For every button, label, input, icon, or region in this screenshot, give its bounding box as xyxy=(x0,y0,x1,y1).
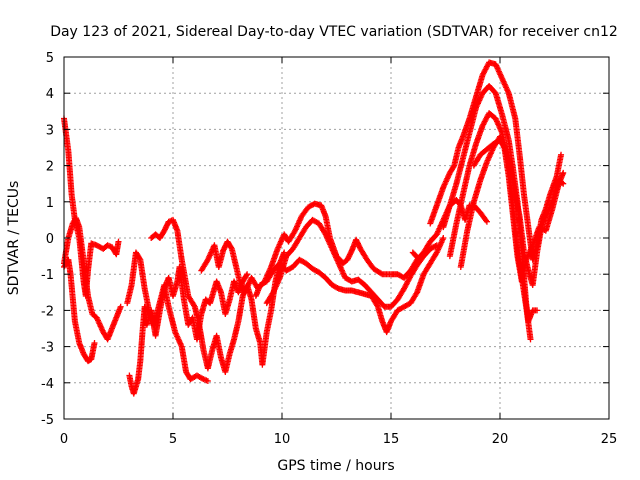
data-point xyxy=(527,336,534,343)
x-tick-label: 20 xyxy=(492,432,509,447)
data-point xyxy=(559,179,566,186)
y-tick-label: -2 xyxy=(41,304,54,319)
data-point xyxy=(136,255,143,262)
data-point xyxy=(378,270,385,277)
data-point xyxy=(450,163,457,170)
x-axis-label: GPS time / hours xyxy=(277,458,394,474)
data-point xyxy=(560,180,567,187)
y-tick-label: -5 xyxy=(41,413,54,428)
x-tick-label: 15 xyxy=(383,432,400,447)
data-point xyxy=(117,303,124,310)
series-track-15 xyxy=(470,137,567,289)
plot-area xyxy=(61,59,567,397)
series-track-4 xyxy=(126,263,251,397)
data-point xyxy=(243,272,250,279)
data-point xyxy=(534,307,541,314)
x-tick-label: 0 xyxy=(60,432,68,447)
data-point xyxy=(560,169,567,176)
data-point xyxy=(483,218,490,225)
series-track-5 xyxy=(124,249,211,384)
data-point xyxy=(228,244,235,251)
data-point xyxy=(558,151,565,158)
y-tick-label: 5 xyxy=(46,51,54,66)
data-point xyxy=(432,242,439,249)
y-tick-label: 0 xyxy=(46,232,54,247)
x-tick-label: 25 xyxy=(601,432,618,447)
series-track-3 xyxy=(61,256,98,365)
y-tick-label: 3 xyxy=(46,123,54,138)
y-tick-label: -1 xyxy=(41,268,54,283)
x-tick-label: 10 xyxy=(274,432,291,447)
y-tick-label: -3 xyxy=(41,341,54,356)
data-point xyxy=(482,217,489,224)
y-tick-label: 2 xyxy=(46,160,54,175)
chart-title: Day 123 of 2021, Sidereal Day-to-day VTE… xyxy=(50,24,618,40)
series-track-9 xyxy=(252,235,447,336)
series-track-2 xyxy=(61,215,124,343)
y-axis-label: SDTVAR / TECUs xyxy=(6,181,22,296)
data-point xyxy=(91,339,98,346)
x-tick-label: 5 xyxy=(169,432,177,447)
y-tick-label: -4 xyxy=(41,377,54,392)
data-point xyxy=(199,375,206,382)
data-point xyxy=(440,235,447,241)
data-point xyxy=(204,377,211,384)
data-point xyxy=(115,238,122,245)
data-point xyxy=(244,271,251,278)
y-tick-label: 1 xyxy=(46,196,54,211)
axis-ticks: 0 5 10 15 20 25 -5 -4 -3 -2 -1 0 1 2 3 4 5 xyxy=(41,51,617,447)
y-tick-label: 4 xyxy=(46,87,54,102)
